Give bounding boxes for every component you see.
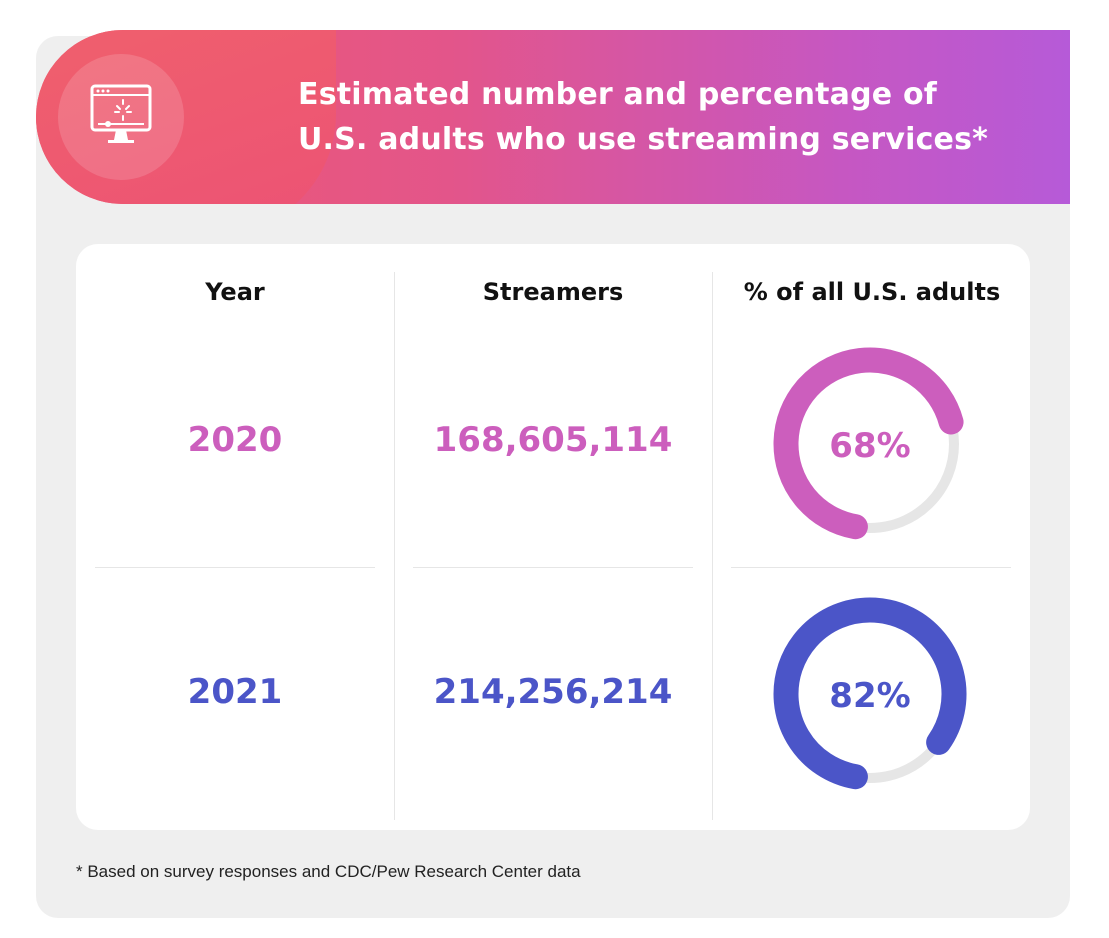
streamers-2021: 214,256,214: [433, 672, 673, 712]
column-divider: [712, 272, 713, 820]
percent-donut-2020: 68%: [773, 347, 964, 540]
data-table-panel: [76, 244, 1030, 830]
year-2020: 2020: [187, 420, 283, 460]
row-divider: [413, 567, 693, 568]
title-banner: [36, 30, 1070, 204]
year-2021: 2021: [187, 672, 283, 712]
column-header-streamers: Streamers: [482, 278, 624, 306]
column-header-percent: % of all U.S. adults: [743, 278, 1001, 306]
row-divider: [731, 567, 1011, 568]
footnote: * Based on survey responses and CDC/Pew …: [76, 862, 581, 881]
column-divider: [394, 272, 395, 820]
percent-label-2020: 68%: [829, 426, 910, 466]
title-line-1: Estimated number and percentage of: [298, 77, 938, 112]
monitor-video-player-icon: [58, 54, 184, 180]
column-header-year: Year: [205, 278, 265, 306]
donut-value-arc: [773, 597, 967, 790]
percent-donut-2021: 82%: [773, 597, 967, 790]
percent-label-2021: 82%: [829, 676, 910, 716]
page-title: Estimated number and percentage of U.S. …: [298, 72, 1038, 162]
donut-value-arc: [773, 347, 964, 540]
title-line-2: U.S. adults who use streaming services*: [298, 122, 989, 157]
streamers-2020: 168,605,114: [433, 420, 673, 460]
row-divider: [95, 567, 375, 568]
banner-accent-shape: [36, 30, 336, 204]
